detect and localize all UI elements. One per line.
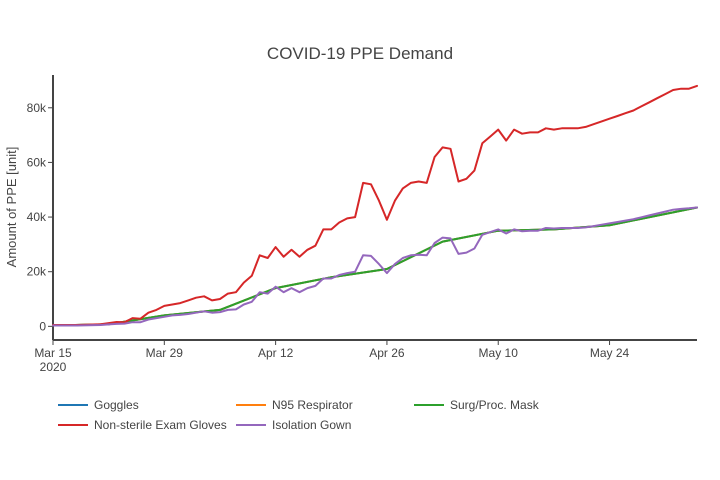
legend-item[interactable]: N95 Respirator [236, 397, 414, 413]
legend-swatch [236, 404, 266, 406]
x-tick-label: Apr 12 [258, 346, 294, 360]
legend: Goggles N95 Respirator Surg/Proc. Mask Non-… [58, 397, 658, 433]
legend-swatch [414, 404, 444, 406]
x-tick-label: Mar 29 [146, 346, 184, 360]
x-tick-label: May 24 [590, 346, 630, 360]
legend-label: Surg/Proc. Mask [450, 398, 539, 412]
legend-item[interactable]: Goggles [58, 397, 236, 413]
legend-swatch [58, 424, 88, 426]
x-tick-sublabel: 2020 [40, 360, 67, 374]
legend-label: Isolation Gown [272, 418, 352, 432]
x-tick-label: May 10 [479, 346, 519, 360]
legend-item[interactable]: Surg/Proc. Mask [414, 397, 614, 413]
y-tick-label: 80k [27, 101, 47, 115]
legend-item[interactable]: Isolation Gown [236, 417, 414, 433]
series-layer [52, 84, 698, 327]
legend-label: Non-sterile Exam Gloves [94, 418, 227, 432]
legend-label: Goggles [94, 398, 139, 412]
series-line-non-sterile-exam-gloves [52, 84, 698, 326]
x-tick-label: Apr 26 [369, 346, 405, 360]
y-tick-label: 40k [27, 210, 47, 224]
series-line-isolation-gown [52, 206, 698, 327]
y-axis-title: Amount of PPE [unit] [4, 147, 19, 268]
y-tick-label: 60k [27, 155, 47, 169]
y-tick-label: 20k [27, 265, 47, 279]
legend-swatch [236, 424, 266, 426]
y-tick-label: 0 [39, 319, 46, 333]
chart-title: COVID-19 PPE Demand [266, 44, 454, 63]
legend-label: N95 Respirator [272, 398, 353, 412]
legend-swatch [58, 404, 88, 406]
x-tick-label: Mar 15 [34, 346, 72, 360]
legend-item[interactable]: Non-sterile Exam Gloves [58, 417, 236, 433]
